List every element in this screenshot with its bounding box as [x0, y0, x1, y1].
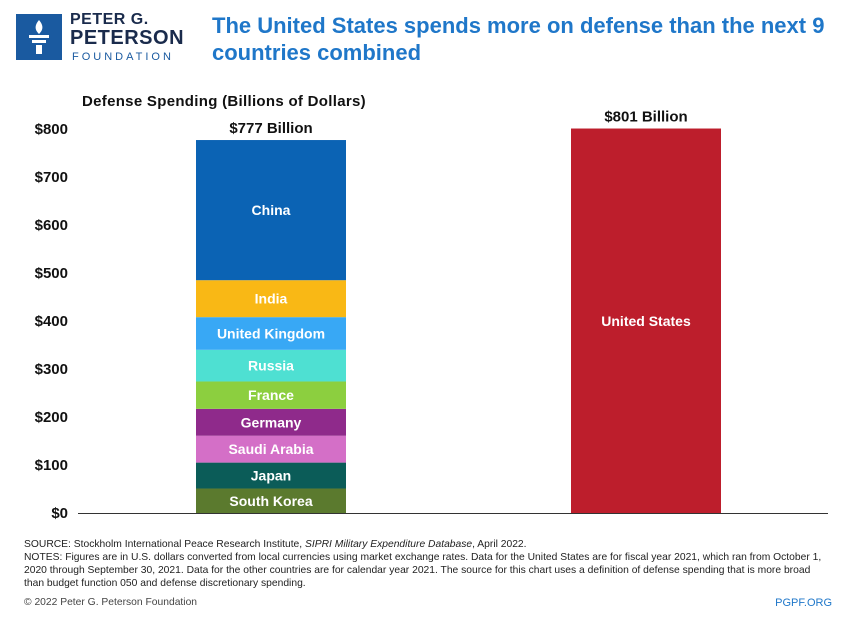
y-tick-label: $600	[35, 217, 68, 234]
bar-segment	[196, 462, 346, 489]
y-tick-label: $700	[35, 169, 68, 186]
source-note: SOURCE: Stockholm International Peace Re…	[24, 538, 824, 551]
segment-label: Saudi Arabia	[228, 441, 313, 457]
segment-label: South Korea	[229, 493, 312, 509]
y-tick-label: $300	[35, 361, 68, 378]
bar-total-label: $777 Billion	[229, 120, 312, 137]
segment-label: Japan	[251, 468, 291, 484]
segment-label: Russia	[248, 358, 294, 374]
segment-label: China	[252, 202, 291, 218]
brand-logo: PETER G. PETERSON FOUNDATION	[14, 12, 214, 64]
bar-total-label: $801 Billion	[604, 109, 687, 126]
bar-segment	[196, 435, 346, 463]
brand-line1: PETER G.	[70, 11, 149, 28]
bar-segment	[196, 280, 346, 318]
bar-segment	[196, 317, 346, 350]
bar-segment	[196, 488, 346, 513]
source-suffix: , April 2022.	[472, 539, 527, 550]
bar-segment	[196, 408, 346, 436]
chart-subtitle: Defense Spending (Billions of Dollars)	[82, 93, 366, 110]
segment-label: Germany	[241, 414, 302, 430]
y-tick-label: $800	[35, 121, 68, 138]
segment-label: France	[248, 387, 294, 403]
source-prefix: SOURCE: Stockholm International Peace Re…	[24, 539, 306, 550]
y-tick-label: $100	[35, 457, 68, 474]
brand-line2: PETERSON	[70, 27, 185, 49]
copyright: © 2022 Peter G. Peterson Foundation	[24, 597, 198, 608]
notes-text: NOTES: Figures are in U.S. dollars conve…	[24, 552, 822, 589]
source-title: SIPRI Military Expenditure Database	[305, 539, 473, 550]
bar-segment	[571, 128, 721, 513]
torch-logo-icon	[16, 14, 62, 60]
bar-segment	[196, 349, 346, 382]
y-tick-label: $500	[35, 265, 68, 282]
y-tick-label: $0	[51, 505, 68, 522]
brand-line3: FOUNDATION	[72, 51, 174, 63]
y-tick-label: $400	[35, 313, 68, 330]
segment-label: United States	[601, 313, 691, 329]
segment-label: United Kingdom	[217, 325, 325, 341]
segment-label: India	[255, 291, 288, 307]
bar-segment	[196, 140, 346, 281]
chart-title: The United States spends more on defense…	[212, 13, 825, 65]
y-tick-label: $200	[35, 409, 68, 426]
site-link[interactable]: PGPF.ORG	[775, 597, 832, 609]
chart-footer: SOURCE: Stockholm International Peace Re…	[24, 538, 824, 590]
defense-spending-chart: $0 $100 $200 $300 $400 $500 $600 $700 $800 South …	[35, 109, 828, 522]
bar-segment	[196, 381, 346, 409]
